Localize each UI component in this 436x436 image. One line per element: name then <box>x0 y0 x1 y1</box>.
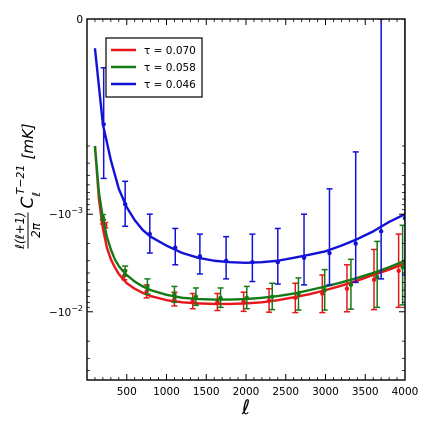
legend-label: τ = 0.070 <box>144 45 196 57</box>
y-axis-label-subscript: ℓ <box>30 192 43 198</box>
data-point <box>344 286 350 291</box>
series-line <box>93 145 405 301</box>
legend-label: τ = 0.058 <box>144 62 196 74</box>
y-axis-label-denominator: 2π <box>29 222 43 238</box>
y-axis-label-symbol: C <box>18 197 38 209</box>
axis-ticks: 500 1000 1500 2000 2500 3000 3500 4000 0 −10−3 −10… <box>49 14 418 398</box>
data-point <box>327 250 332 256</box>
data-point <box>353 241 358 246</box>
y-axis-label-unit: [mK] <box>19 123 37 159</box>
series-2 <box>93 19 405 286</box>
x-tick-label: 1000 <box>153 386 180 398</box>
data-point <box>322 287 327 293</box>
x-tick-label: 3000 <box>312 386 339 398</box>
y-axis-label-numerator: ℓ(ℓ+1) <box>13 212 27 250</box>
legend-label: τ = 0.046 <box>144 79 196 91</box>
y-tick-label: 0 <box>76 14 83 26</box>
series-layer <box>93 19 405 314</box>
x-tick-label: 1500 <box>193 386 220 398</box>
x-tick-label: 3500 <box>352 386 379 398</box>
series-line <box>93 48 405 265</box>
x-tick-label: 500 <box>117 386 137 398</box>
data-point <box>374 274 380 280</box>
x-tick-label: 2000 <box>233 386 260 398</box>
series-1 <box>93 145 405 311</box>
legend: τ = 0.070 τ = 0.058 τ = 0.046 <box>105 37 203 98</box>
data-point <box>400 265 405 270</box>
data-point <box>378 229 384 234</box>
data-point <box>396 268 401 273</box>
y-tick-label: −10−2 <box>49 304 83 319</box>
data-point <box>371 277 377 282</box>
y-axis-label-superscript: T−21 <box>14 165 27 195</box>
series-line <box>93 145 405 306</box>
x-tick-label: 2500 <box>272 386 299 398</box>
y-tick-label: −10−3 <box>49 206 83 221</box>
x-tick-label: 4000 <box>392 386 419 398</box>
x-axis-label: ℓ <box>241 395 250 419</box>
data-point <box>348 282 354 288</box>
y-axis-label: ℓ(ℓ+1) 2π C T−21 ℓ [mK] <box>13 123 43 250</box>
